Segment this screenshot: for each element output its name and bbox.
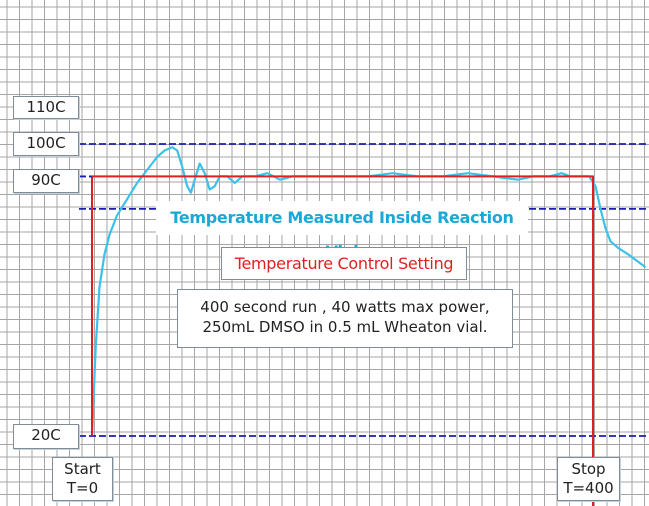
note-line-2: 250mL DMSO in 0.5 mL Wheaton vial.	[202, 318, 488, 336]
y-tick-label-20: 20C	[13, 424, 79, 449]
legend-control-setting: Temperature Control Setting	[221, 247, 467, 280]
y-tick-label-90: 90C	[13, 169, 79, 193]
note-line-1: 400 second run , 40 watts max power,	[200, 298, 490, 316]
y-tick-label-100: 100C	[13, 132, 79, 156]
start-marker-label: Start T=0	[52, 457, 113, 501]
y-tick-label-110: 110C	[13, 96, 79, 119]
run-conditions-note: 400 second run , 40 watts max power, 250…	[177, 289, 513, 348]
start-label-line1: Start	[64, 460, 101, 478]
series-line-control	[91, 175, 594, 506]
legend-measured-temperature: Temperature Measured Inside Reaction Via…	[156, 201, 528, 261]
start-label-line2: T=0	[66, 479, 99, 497]
stop-label-line1: Stop	[571, 460, 606, 478]
stop-label-line2: T=400	[563, 479, 614, 497]
stop-marker-label: Stop T=400	[557, 457, 620, 501]
